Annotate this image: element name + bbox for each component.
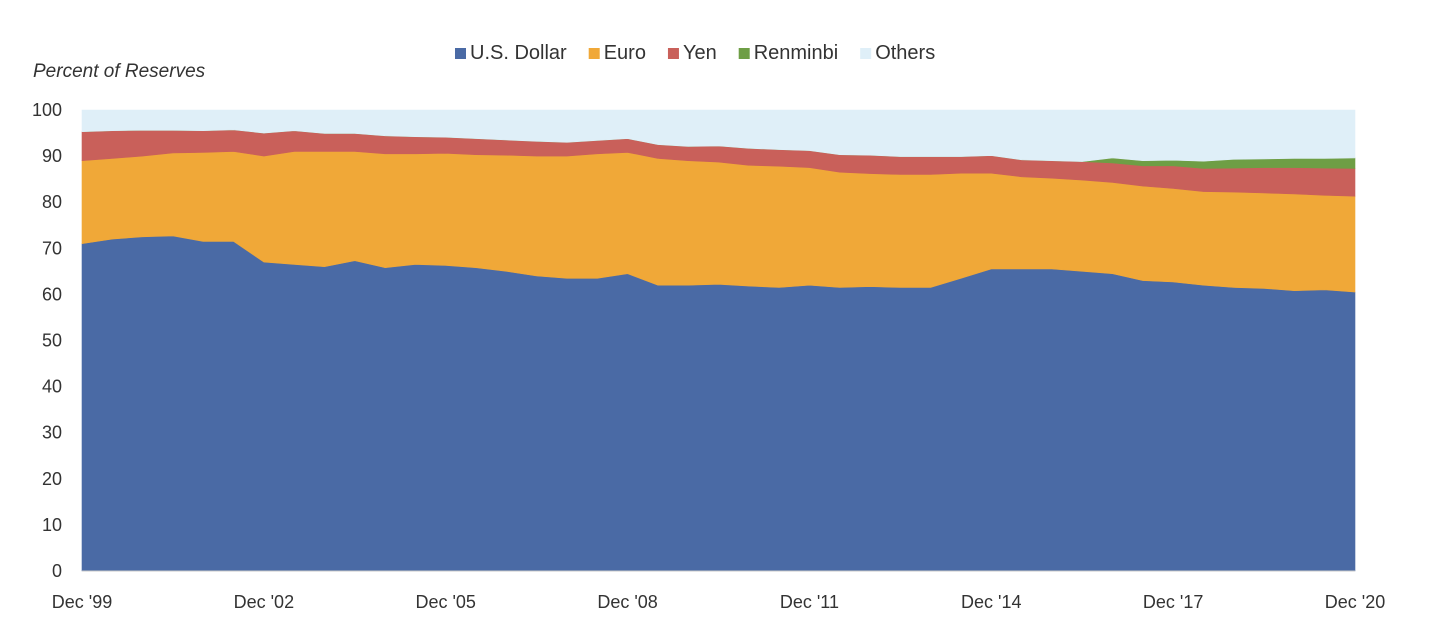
y-axis: 0 10 20 30 40 50 60 70 80 90 100 — [32, 100, 62, 581]
x-tick-label: Dec '05 — [415, 592, 475, 612]
y-tick-label: 90 — [42, 146, 62, 166]
legend-item: Yen — [667, 42, 717, 64]
x-tick-label: Dec '11 — [780, 592, 839, 612]
legend-item: Renminbi — [738, 42, 838, 64]
legend-item: U.S. Dollar — [455, 42, 567, 64]
plot-area — [81, 109, 1356, 572]
legend-label: Renminbi — [754, 42, 838, 64]
area-others — [81, 109, 1356, 162]
y-tick-label: 60 — [42, 284, 62, 304]
legend-swatch — [738, 48, 750, 59]
x-tick-label: Dec '17 — [1143, 592, 1203, 612]
y-tick-label: 10 — [42, 515, 62, 535]
y-tick-label: 100 — [32, 100, 62, 120]
legend-item: Euro — [588, 42, 646, 64]
area-u-s-dollar — [81, 235, 1356, 572]
legend-swatch — [667, 48, 679, 59]
legend-swatch — [860, 48, 872, 59]
y-tick-label: 20 — [42, 469, 62, 489]
legend-label: U.S. Dollar — [470, 42, 567, 64]
x-tick-label: Dec '14 — [961, 592, 1021, 612]
legend-swatch — [455, 48, 466, 59]
x-tick-label: Dec '08 — [597, 592, 657, 612]
x-tick-label: Dec '02 — [234, 592, 294, 612]
y-axis-label: Percent of Reserves — [33, 61, 206, 82]
y-tick-label: 50 — [42, 331, 62, 351]
legend-label: Yen — [683, 42, 717, 64]
legend-label: Euro — [604, 42, 646, 64]
y-tick-label: 0 — [52, 561, 62, 581]
x-tick-label: Dec '20 — [1325, 592, 1385, 612]
legend-swatch — [588, 48, 600, 59]
y-tick-label: 40 — [42, 377, 62, 397]
legend-label: Others — [875, 42, 935, 64]
legend: U.S. Dollar Euro Yen Renminbi Others — [455, 42, 935, 64]
y-tick-label: 80 — [42, 192, 62, 212]
legend-item: Others — [860, 42, 935, 64]
x-axis: Dec '99 Dec '02 Dec '05 Dec '08 Dec '11 Dec '… — [52, 592, 1385, 612]
y-tick-label: 70 — [42, 238, 62, 258]
x-tick-label: Dec '99 — [52, 592, 112, 612]
y-tick-label: 30 — [42, 423, 62, 443]
